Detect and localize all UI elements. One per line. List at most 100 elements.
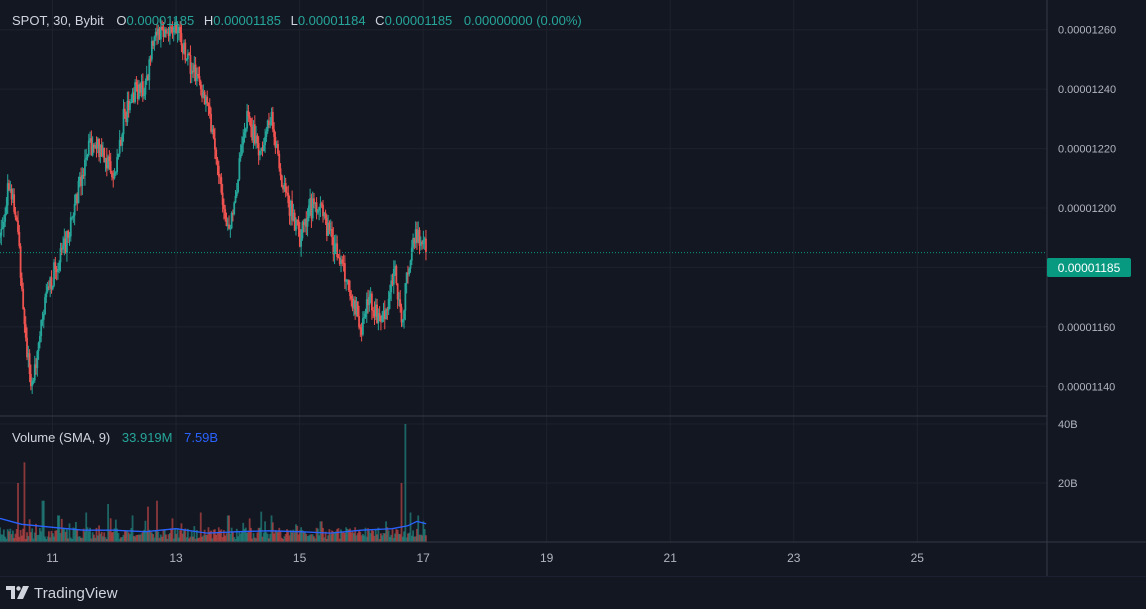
volume-bar [251, 538, 254, 542]
volume-bar [383, 533, 386, 542]
volume-bar [68, 523, 71, 542]
volume-bar [279, 530, 282, 542]
volume-bar [309, 534, 312, 542]
candle-body [412, 237, 414, 248]
candle-body [77, 180, 80, 204]
volume-bar [319, 521, 322, 542]
volume-sma-polyline [0, 517, 427, 534]
candle-body [186, 53, 189, 60]
volume-bar [271, 522, 274, 542]
volume-bar [210, 530, 212, 542]
time-tick-label: 19 [540, 551, 554, 565]
volume-bar [118, 538, 121, 542]
candle-body [239, 154, 242, 159]
volume-bar [318, 535, 321, 542]
volume-bar [105, 538, 108, 542]
volume-bar [9, 528, 12, 542]
candle-body [399, 299, 402, 308]
volume-bar [63, 528, 66, 542]
candle-body [170, 26, 173, 28]
candle-body [390, 280, 393, 293]
volume-bar [111, 532, 113, 542]
candle-body [68, 236, 71, 238]
volume-bar [100, 531, 103, 542]
volume-bar [336, 529, 339, 542]
candle-body [55, 268, 58, 273]
volume-bar [189, 536, 192, 542]
volume-bar [237, 536, 239, 542]
volume-bar [198, 537, 201, 542]
volume-bar [367, 528, 369, 542]
candle-body [107, 156, 109, 169]
volume-bar [372, 530, 375, 542]
volume-bar [364, 527, 367, 542]
volume-bar [181, 533, 184, 542]
candle-body [324, 212, 327, 218]
volume-bar [408, 532, 411, 542]
candle-body [171, 27, 174, 33]
volume-bar [86, 527, 89, 542]
volume-bar [136, 534, 139, 542]
volume-bar [376, 534, 378, 542]
candle-body [279, 168, 282, 176]
last-price-label: 0.00001185 [1058, 261, 1121, 275]
candle-body [306, 217, 309, 227]
volume-bar [175, 533, 178, 542]
symbol-title[interactable]: SPOT, 30, Bybit [12, 13, 104, 28]
volume-bar [4, 536, 7, 542]
candle-body [73, 203, 76, 216]
volume-legend[interactable]: Volume (SMA, 9) 33.919M 7.59B [12, 430, 218, 445]
candle-body [100, 144, 103, 157]
volume-bar [98, 525, 100, 542]
candle-body [44, 297, 46, 315]
candle-body [229, 228, 232, 230]
candle-body [295, 219, 297, 231]
candle-body [116, 157, 119, 173]
volume-bar [154, 530, 157, 542]
candle-body [400, 307, 403, 323]
volume-bar [310, 534, 313, 542]
volume-bar [286, 529, 288, 542]
candle-body [192, 70, 194, 73]
candle-body [347, 279, 350, 291]
volume-bar [104, 537, 107, 542]
volume-bar [123, 530, 126, 542]
candle-body [120, 139, 122, 146]
tradingview-logo[interactable]: TradingView [6, 585, 118, 602]
candle-body [37, 342, 40, 352]
candle-body [125, 111, 128, 123]
volume-axis[interactable]: 40B 20B [1058, 419, 1078, 490]
candle-body [87, 140, 90, 155]
candle-body [168, 26, 171, 37]
volume-bar [82, 528, 85, 542]
time-axis[interactable]: 11 13 15 17 19 21 23 25 [46, 551, 924, 565]
candle-body [152, 40, 155, 46]
candle-body [89, 138, 91, 141]
candle-body [365, 299, 368, 314]
candle-body [94, 145, 97, 148]
volume-bar [220, 529, 223, 542]
volume-bar [322, 527, 324, 542]
candle-body [226, 224, 229, 227]
price-tick-label: 0.00001140 [1058, 381, 1115, 393]
symbol-legend[interactable]: SPOT, 30, Bybit O0.00001185 H0.00001185 … [12, 13, 582, 28]
candle-body [346, 279, 349, 281]
volume-bar [257, 527, 260, 542]
candle-body [234, 195, 237, 203]
candle-body [260, 147, 263, 151]
volume-bar [410, 535, 413, 542]
volume-bar [54, 530, 57, 542]
volume-bar [14, 533, 17, 542]
volume-bar [390, 534, 393, 542]
candle-body [224, 209, 227, 219]
candle-body [184, 42, 187, 61]
volume-title[interactable]: Volume (SMA, 9) [12, 430, 110, 445]
candle-body [367, 299, 369, 306]
candle-body [126, 100, 129, 123]
candle-body [283, 182, 286, 190]
candle-body [138, 84, 140, 99]
low-label: L [291, 13, 298, 28]
volume-bar [84, 531, 86, 542]
